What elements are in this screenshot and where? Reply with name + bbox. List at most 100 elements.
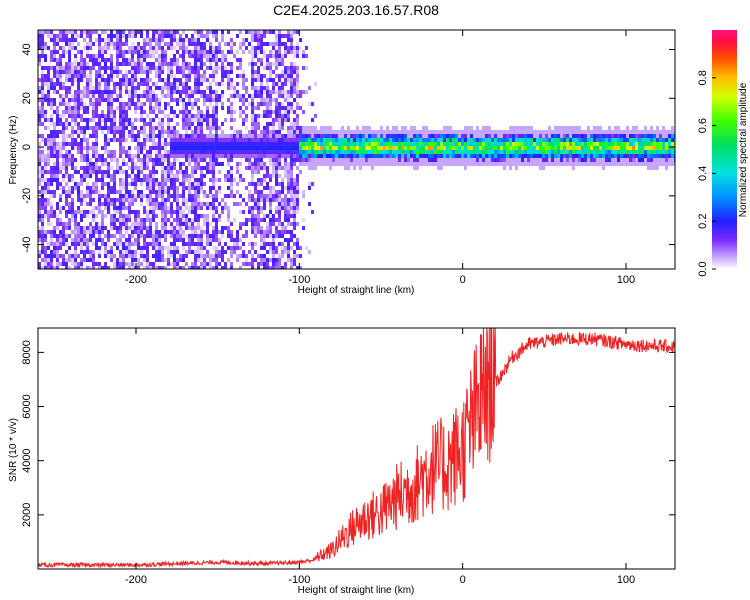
spectrogram-cell [155,30,158,34]
spectrogram-cell [173,154,176,158]
spectrogram-cell [131,82,134,86]
spectrogram-cell [539,142,542,146]
spectrogram-cell [161,182,164,186]
spectrogram-cell [398,134,401,138]
spectrogram-cell [164,198,167,202]
spectrogram-cell [38,54,41,58]
spectrogram-cell [635,142,638,146]
spectrogram-cell [137,50,140,54]
spectrogram-cell [620,134,623,138]
spectrogram-cell [110,214,113,218]
spectrogram-cell [410,162,413,166]
spectrogram-cell [191,170,194,174]
spectrogram-cell [287,250,290,254]
spectrogram-cell [260,82,263,86]
spectrogram-cell [293,262,296,266]
spectrogram-cell [89,194,92,198]
spectrogram-cell [98,34,101,38]
spectrogram-cell [233,134,236,138]
spectrogram-cell [41,226,44,230]
spectrogram-cell [386,154,389,158]
spectrogram-cell [104,194,107,198]
spectrogram-cell [107,82,110,86]
spectrogram-cell [92,258,95,262]
spectrogram-cell [125,186,128,190]
spectrogram-cell [254,114,257,118]
spectrogram-cell [293,118,296,122]
spectrogram-cell [284,250,287,254]
spectrogram-cell [83,226,86,230]
spectrogram-cell [149,242,152,246]
spectrogram-cell [185,114,188,118]
spectrogram-cell [281,62,284,66]
spectrogram-cell [209,122,212,126]
spectrogram-cell [329,134,332,138]
spectrogram-cell [194,190,197,194]
spectrogram-cell [296,122,299,126]
spectrogram-cell [227,246,230,250]
spectrogram-cell [131,234,134,238]
spectrogram-cell [563,150,566,154]
spectrogram-cell [221,226,224,230]
spectrogram-cell [197,110,200,114]
spectrogram-cell [275,178,278,182]
spectrogram-cell [377,134,380,138]
spectrogram-cell [401,158,404,162]
spectrogram-cell [50,106,53,110]
spectrogram-cell [386,126,389,130]
spectrogram-cell [182,90,185,94]
spectrogram-cell [59,146,62,150]
spectrogram-cell [71,198,74,202]
spectrogram-cell [209,146,212,150]
spectrogram-cell [236,242,239,246]
spectrogram-cell [413,166,416,170]
spectrogram-cell [206,234,209,238]
spectrogram-cell [95,98,98,102]
spectrogram-cell [497,154,500,158]
spectrogram-cell [260,42,263,46]
spectrogram-cell [125,90,128,94]
spectrogram-cell [596,162,599,166]
spectrogram-cell [56,246,59,250]
spectrogram-cell [347,134,350,138]
spectrogram-cell [302,50,305,54]
spectrogram-cell [38,198,41,202]
spectrogram-cell [62,50,65,54]
spectrogram-cell [173,174,176,178]
spectrogram-cell [275,34,278,38]
spectrogram-cell [215,46,218,50]
spectrogram-cell [461,162,464,166]
spectrogram-cell [140,54,143,58]
spectrogram-cell [266,258,269,262]
spectrogram-cell [257,102,260,106]
spectrogram-cell [77,226,80,230]
spectrogram-cell [254,130,257,134]
spectrogram-cell [212,182,215,186]
spectrogram-cell [440,146,443,150]
spectrogram-cell [161,130,164,134]
spectrogram-cell [83,30,86,34]
spectrogram-cell [110,114,113,118]
spectrogram-cell [221,34,224,38]
spectrogram-cell [197,242,200,246]
spectrogram-cell [263,266,266,269]
spectrogram-cell [185,78,188,82]
spectrogram-cell [266,242,269,246]
spectrogram-cell [275,162,278,166]
spectrogram-cell [200,54,203,58]
spectrogram-cell [86,186,89,190]
spectrogram-cell [131,166,134,170]
spectrogram-cell [68,70,71,74]
spectrogram-cell [296,266,299,269]
spectrogram-cell [428,150,431,154]
spectrogram-cell [287,214,290,218]
spectrogram-cell [41,74,44,78]
spectrogram-cell [104,262,107,266]
spectrogram-cell [275,198,278,202]
spectrogram-cell [116,262,119,266]
spectrogram-cell [215,134,218,138]
spectrogram-cell [137,46,140,50]
spectrogram-cell [74,122,77,126]
spectrogram-cell [266,266,269,269]
spectrogram-cell [215,258,218,262]
